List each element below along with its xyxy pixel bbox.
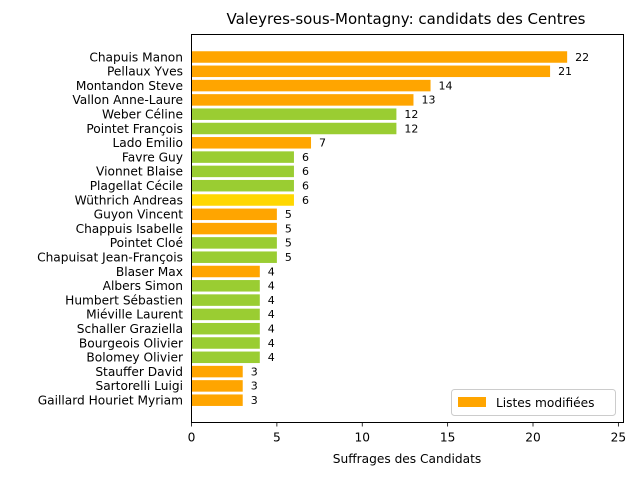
bar-mieville-laurent — [191, 308, 260, 321]
category-label-albers-simon: Albers Simon — [103, 279, 183, 293]
category-label-pointet-cloe: Pointet Cloé — [110, 236, 183, 250]
data-label-pellaux-yves: 21 — [558, 65, 572, 78]
data-label-favre-guy: 6 — [302, 151, 309, 164]
bar-favre-guy — [191, 151, 294, 163]
data-label-bourgeois-olivier: 4 — [268, 337, 275, 350]
chart-title: Valeyres-sous-Montagny: candidats des Ce… — [226, 10, 585, 28]
data-label-guyon-vincent: 5 — [285, 208, 292, 221]
plot-frame — [191, 34, 624, 423]
bar-humbert-sebastien — [191, 294, 260, 306]
category-label-weber-celine: Weber Céline — [102, 108, 183, 122]
bar-sartorelli-luigi — [191, 380, 243, 392]
data-label-blaser-max: 4 — [268, 265, 275, 278]
bar-guyon-vincent — [191, 208, 277, 221]
data-label-sartorelli-luigi: 3 — [251, 380, 258, 393]
data-label-mieville-laurent: 4 — [268, 308, 275, 321]
bar-chapuis-manon — [191, 51, 568, 63]
category-label-stauffer-david: Stauffer David — [95, 365, 183, 379]
bar-gaillard-houriet-myriam — [191, 394, 243, 406]
x-tick-label-5: 5 — [273, 431, 281, 445]
category-label-favre-guy: Favre Guy — [122, 150, 183, 164]
category-label-pellaux-yves: Pellaux Yves — [107, 65, 183, 79]
category-label-vionnet-blaise: Vionnet Blaise — [96, 165, 183, 179]
data-label-chapuis-manon: 22 — [575, 51, 589, 64]
data-label-plagellat-cecile: 6 — [302, 180, 309, 193]
data-label-schaller-graziella: 4 — [268, 323, 275, 336]
bar-chappuis-isabelle — [191, 222, 277, 235]
x-tick-label-10: 10 — [354, 431, 370, 445]
bar-pointet-cloe — [191, 237, 277, 249]
bar-pellaux-yves — [191, 65, 551, 78]
category-label-bourgeois-olivier: Bourgeois Olivier — [79, 336, 184, 350]
category-label-sartorelli-luigi: Sartorelli Luigi — [95, 379, 183, 393]
bar-blaser-max — [191, 265, 260, 278]
category-label-chapuis-manon: Chapuis Manon — [89, 50, 183, 64]
category-label-guyon-vincent: Guyon Vincent — [94, 208, 184, 222]
category-label-humbert-sebastien: Humbert Sébastien — [65, 293, 183, 307]
category-label-mieville-laurent: Miéville Laurent — [86, 308, 183, 322]
data-label-vallon-anne-laure: 13 — [421, 94, 435, 107]
category-label-plagellat-cecile: Plagellat Cécile — [90, 179, 183, 193]
x-tick-label-0: 0 — [188, 431, 196, 445]
bar-plagellat-cecile — [191, 179, 294, 192]
category-label-blaser-max: Blaser Max — [116, 265, 183, 279]
data-label-lado-emilio: 7 — [319, 137, 326, 150]
data-label-humbert-sebastien: 4 — [268, 294, 275, 307]
legend-box — [451, 389, 616, 416]
data-label-vionnet-blaise: 6 — [302, 165, 309, 178]
bar-montandon-steve — [191, 79, 431, 92]
data-label-pointet-francois: 12 — [404, 122, 418, 135]
bar-bourgeois-olivier — [191, 337, 260, 349]
legend-swatch-listes-modifiees — [458, 397, 486, 407]
bar-vionnet-blaise — [191, 165, 294, 178]
x-tick-label-25: 25 — [611, 431, 627, 445]
category-label-schaller-graziella: Schaller Graziella — [77, 322, 183, 336]
legend-label-listes-modifiees: Listes modifiées — [496, 396, 595, 410]
category-label-pointet-francois: Pointet François — [86, 122, 183, 136]
data-label-bolomey-olivier: 4 — [268, 351, 275, 364]
bar-bolomey-olivier — [191, 351, 260, 364]
data-label-wuthrich-andreas: 6 — [302, 194, 309, 207]
category-label-vallon-anne-laure: Vallon Anne-Laure — [72, 93, 183, 107]
bar-stauffer-david — [191, 365, 243, 378]
bars-group — [191, 51, 568, 406]
data-label-albers-simon: 4 — [268, 280, 275, 293]
bar-albers-simon — [191, 280, 260, 292]
data-label-weber-celine: 12 — [404, 108, 418, 121]
x-axis-label: Suffrages des Candidats — [333, 452, 481, 466]
bar-vallon-anne-laure — [191, 94, 414, 106]
x-tick-label-20: 20 — [525, 431, 541, 445]
bar-lado-emilio — [191, 137, 312, 149]
bar-wuthrich-andreas — [191, 194, 294, 206]
legend: Listes modifiées — [451, 389, 616, 416]
data-label-chapuisat-jean-francois: 5 — [285, 251, 292, 264]
data-label-pointet-cloe: 5 — [285, 237, 292, 250]
data-label-stauffer-david: 3 — [251, 365, 258, 378]
category-label-chappuis-isabelle: Chappuis Isabelle — [76, 222, 183, 236]
bar-chapuisat-jean-francois — [191, 251, 277, 263]
category-label-wuthrich-andreas: Wüthrich Andreas — [75, 193, 183, 207]
bar-schaller-graziella — [191, 322, 260, 335]
data-label-chappuis-isabelle: 5 — [285, 222, 292, 235]
category-label-bolomey-olivier: Bolomey Olivier — [86, 351, 184, 365]
bar-pointet-francois — [191, 122, 397, 135]
data-label-gaillard-houriet-myriam: 3 — [251, 394, 258, 407]
data-label-montandon-steve: 14 — [439, 79, 453, 92]
x-axis-ticks: 0 5 10 15 20 25 — [188, 422, 627, 445]
x-tick-label-15: 15 — [440, 431, 456, 445]
category-label-gaillard-houriet-myriam: Gaillard Houriet Myriam — [38, 394, 183, 408]
bar-weber-celine — [191, 108, 397, 120]
category-label-montandon-steve: Montandon Steve — [76, 79, 183, 93]
category-label-chapuisat-jean-francois: Chapuisat Jean-François — [37, 251, 183, 265]
category-label-lado-emilio: Lado Emilio — [112, 136, 183, 150]
